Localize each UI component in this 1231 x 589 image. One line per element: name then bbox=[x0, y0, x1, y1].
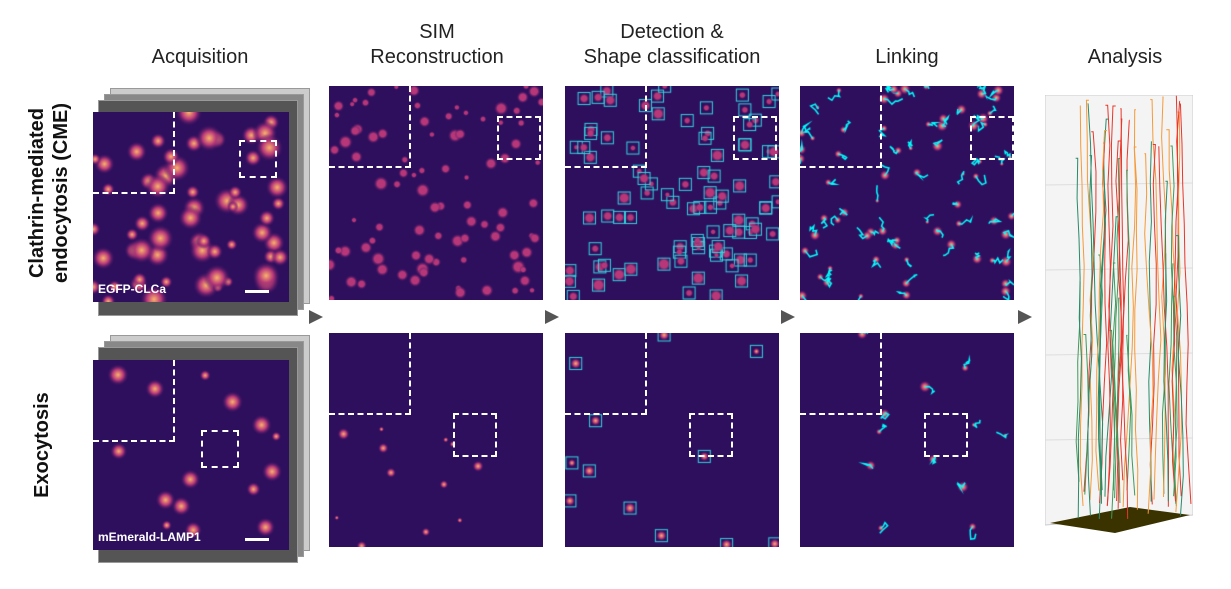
detection-panel-exo bbox=[565, 333, 779, 547]
linking-panel-cme bbox=[800, 86, 1014, 300]
track-line bbox=[1098, 169, 1107, 491]
zoom-inset bbox=[93, 112, 175, 194]
track-line bbox=[1150, 99, 1162, 500]
track-line bbox=[1126, 169, 1132, 491]
track-line bbox=[1171, 100, 1181, 502]
arrow-icon bbox=[545, 310, 559, 324]
zoom-inset bbox=[565, 86, 647, 168]
track-line bbox=[1111, 158, 1121, 519]
track-line bbox=[1095, 130, 1108, 491]
track-line bbox=[1075, 157, 1082, 519]
track-line bbox=[1163, 180, 1169, 502]
track-line bbox=[1179, 103, 1192, 504]
header-analysis: Analysis bbox=[1087, 46, 1163, 68]
zoom-inset bbox=[800, 333, 882, 415]
track-line bbox=[1144, 153, 1154, 514]
track-line bbox=[1175, 111, 1183, 513]
zoom-inset bbox=[800, 86, 882, 168]
arrow-icon bbox=[1018, 310, 1032, 324]
header-linking: Linking bbox=[875, 46, 939, 68]
zoom-region-box bbox=[453, 413, 497, 457]
track-line bbox=[1175, 235, 1184, 516]
zoom-region-box bbox=[689, 413, 733, 457]
zoom-inset bbox=[93, 360, 175, 442]
zoom-inset bbox=[329, 333, 411, 415]
header-acquisition: Acquisition bbox=[151, 46, 249, 68]
track-line bbox=[1118, 118, 1129, 519]
track-line bbox=[1149, 143, 1157, 505]
track-line bbox=[1083, 334, 1090, 495]
zoom-region-box bbox=[970, 116, 1014, 160]
track-line bbox=[1112, 262, 1121, 504]
header-sim: SIM Reconstruction bbox=[370, 21, 504, 68]
header-detection: Detection & Shape classification bbox=[583, 21, 761, 68]
row-label-exocytosis: Exocytosis bbox=[31, 392, 53, 498]
plot-floor bbox=[1050, 507, 1190, 533]
track-line bbox=[1114, 297, 1120, 499]
zoom-inset bbox=[329, 86, 411, 168]
track-line bbox=[1126, 334, 1136, 496]
zoom-region-box bbox=[497, 116, 541, 160]
zoom-region-box bbox=[239, 140, 277, 178]
row-label-cme: Clathrin-mediated endocytosis (CME) bbox=[26, 102, 72, 284]
marker-label-cme: EGFP-CLCa bbox=[98, 282, 167, 296]
zoom-region-box bbox=[201, 430, 239, 468]
track-line bbox=[1120, 119, 1130, 481]
zoom-region-box bbox=[924, 413, 968, 457]
arrow-icon bbox=[781, 310, 795, 324]
zoom-region-box bbox=[733, 116, 777, 160]
track-line bbox=[1173, 295, 1178, 497]
track-line bbox=[1158, 146, 1170, 507]
sim-panel-cme bbox=[329, 86, 543, 300]
track-line bbox=[1122, 146, 1137, 508]
sim-panel-exo bbox=[329, 333, 543, 547]
track-line bbox=[1087, 103, 1104, 504]
track-line bbox=[1087, 155, 1093, 516]
marker-label-exo: mEmerald-LAMP1 bbox=[98, 530, 201, 544]
scale-bar bbox=[245, 538, 269, 541]
scale-bar bbox=[245, 290, 269, 293]
track-line bbox=[1133, 109, 1139, 510]
linking-panel-exo bbox=[800, 333, 1014, 547]
zoom-inset bbox=[565, 333, 647, 415]
detection-panel-cme bbox=[565, 86, 779, 300]
track-line bbox=[1105, 104, 1111, 506]
arrow-icon bbox=[309, 310, 323, 324]
analysis-3d-tracks-plot bbox=[1045, 95, 1193, 533]
track-line bbox=[1079, 105, 1085, 507]
